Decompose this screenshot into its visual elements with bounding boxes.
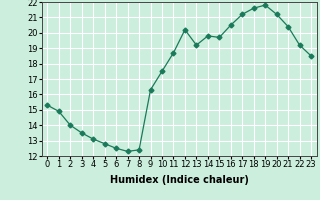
X-axis label: Humidex (Indice chaleur): Humidex (Indice chaleur) bbox=[110, 175, 249, 185]
